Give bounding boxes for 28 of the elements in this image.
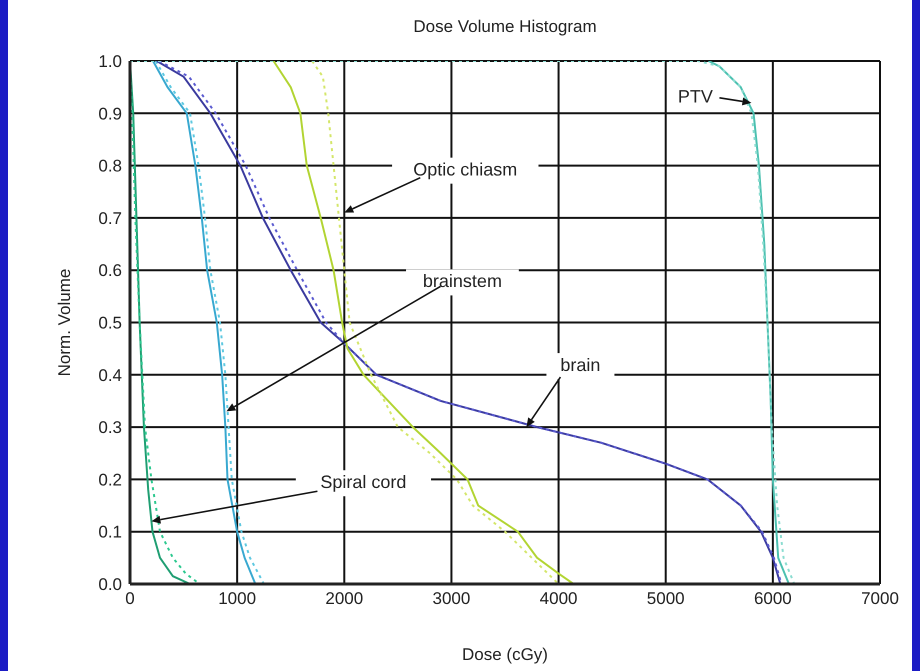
x-tick-label: 7000 xyxy=(861,589,899,608)
y-tick-label: 0.2 xyxy=(98,470,122,490)
y-tick-label: 0.6 xyxy=(98,261,122,280)
y-tick-label: 0.0 xyxy=(98,575,122,594)
x-tick-label: 6000 xyxy=(754,589,792,608)
x-tick-label: 0 xyxy=(125,589,135,608)
y-tick-label: 1.0 xyxy=(98,52,122,72)
annotation: Optic chiasm xyxy=(413,159,518,180)
x-tick-label: 5000 xyxy=(646,589,685,608)
x-tick-label: 4000 xyxy=(540,589,578,608)
line-series xyxy=(311,61,560,584)
annotation: PTV xyxy=(678,86,713,107)
y-tick-label: 0.1 xyxy=(98,522,122,542)
y-axis-title: Norm. Volume xyxy=(55,268,74,376)
y-tick-label: 0.5 xyxy=(98,314,122,333)
y-tick-label: 0.7 xyxy=(98,208,122,228)
x-tick-label: 2000 xyxy=(325,589,364,608)
y-tick-label: 0.3 xyxy=(98,418,122,438)
x-tick-label: 1000 xyxy=(218,589,256,608)
annotation: Spiral cord xyxy=(320,472,406,492)
x-tick-label: 3000 xyxy=(432,589,470,608)
x-axis-title: Dose (cGy) xyxy=(462,645,548,664)
y-tick-label: 0.4 xyxy=(98,366,122,385)
annotation: brainstem xyxy=(422,271,502,292)
y-tick-label: 0.8 xyxy=(98,156,122,176)
y-tick-label: 0.9 xyxy=(98,104,122,124)
chart-title: Dose Volume Histogram xyxy=(413,17,597,36)
annotation: brain xyxy=(560,354,600,375)
